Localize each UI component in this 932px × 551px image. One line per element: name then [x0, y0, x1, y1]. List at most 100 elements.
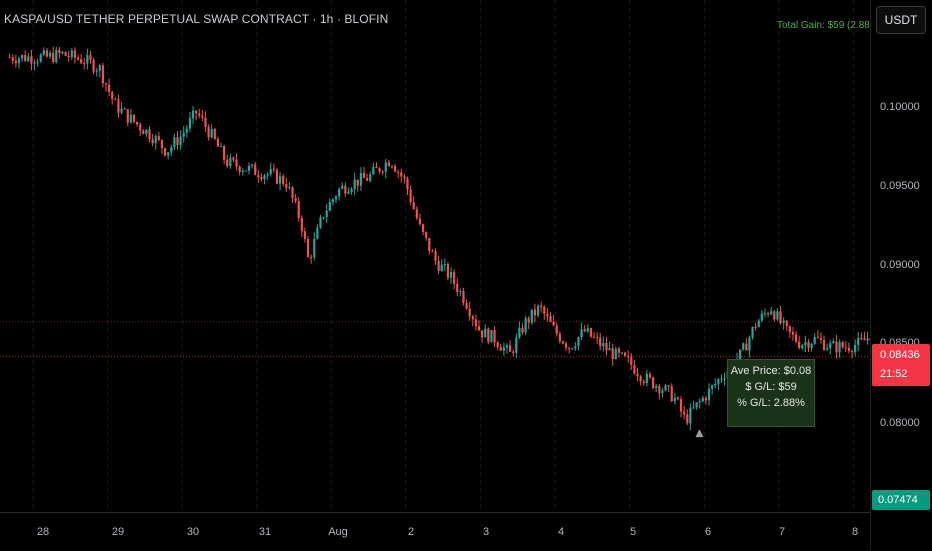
candle-body — [817, 337, 819, 338]
percent-gain-loss: % G/L: 2.88% — [728, 395, 814, 411]
candle-body — [465, 303, 467, 309]
candle-body — [521, 328, 523, 333]
candle-body — [335, 197, 337, 200]
candle-body — [646, 374, 648, 383]
time-axis[interactable] — [0, 512, 870, 551]
candle-body — [627, 356, 629, 357]
candle-body — [804, 342, 806, 345]
candle-body — [618, 349, 620, 353]
candle-body — [189, 118, 191, 128]
candle-body — [658, 386, 660, 393]
candle-body — [419, 218, 421, 224]
candle-body — [512, 352, 514, 353]
candle-body — [469, 309, 471, 317]
candle-body — [472, 316, 474, 319]
candle-body — [229, 158, 231, 167]
candle-body — [487, 329, 489, 343]
candle-body — [593, 337, 595, 338]
candle-body — [372, 167, 374, 174]
candlestick-chart[interactable] — [0, 0, 870, 512]
candle-body — [829, 343, 831, 348]
candle-body — [201, 115, 203, 117]
candle-body — [565, 343, 567, 347]
candle-body — [574, 346, 576, 348]
candle-body — [636, 374, 638, 377]
candle-body — [549, 316, 551, 322]
candle-body — [677, 397, 679, 399]
candle-body — [559, 334, 561, 342]
candle-body — [456, 284, 458, 292]
candle-body — [360, 173, 362, 186]
candle-body — [671, 386, 673, 401]
candle-body — [531, 310, 533, 323]
candle-body — [173, 137, 175, 147]
candle-body — [776, 311, 778, 319]
candle-body — [705, 398, 707, 400]
last-price-value: 0.08436 — [880, 346, 930, 365]
candle-body — [764, 313, 766, 314]
price-tick: 0.08000 — [880, 417, 920, 429]
chart-title: KASPA/USD TETHER PERPETUAL SWAP CONTRACT… — [4, 12, 388, 26]
candle-body — [366, 178, 368, 181]
bar-countdown: 21:52 — [880, 365, 930, 384]
candle-body — [211, 129, 213, 137]
candle-body — [92, 60, 94, 72]
candle-body — [341, 186, 343, 189]
candle-body — [15, 61, 17, 63]
candle-body — [745, 344, 747, 351]
candle-body — [142, 130, 144, 134]
candle-body — [400, 172, 402, 176]
candle-body — [388, 162, 390, 166]
candle-body — [596, 337, 598, 338]
candle-body — [223, 146, 225, 160]
candle-body — [450, 272, 452, 278]
candle-body — [438, 261, 440, 271]
candle-body — [711, 385, 713, 388]
candle-body — [674, 397, 676, 401]
price-tick: 0.09500 — [880, 180, 920, 192]
candle-body — [37, 62, 39, 63]
candle-body — [251, 165, 253, 166]
candle-body — [608, 348, 610, 350]
candle-body — [49, 53, 51, 57]
candle-body — [363, 173, 365, 178]
candle-body — [798, 342, 800, 348]
price-axis[interactable] — [870, 0, 932, 550]
candle-body — [497, 343, 499, 348]
candle-body — [425, 232, 427, 238]
price-tick: 0.09000 — [880, 259, 920, 271]
candle-body — [553, 322, 555, 325]
candle-body — [139, 124, 141, 130]
position-info-box: Ave Price: $0.08 $ G/L: $59 % G/L: 2.88% — [727, 359, 815, 427]
chart-area[interactable] — [0, 0, 870, 512]
candle-body — [220, 146, 222, 147]
candle-body — [270, 169, 272, 174]
candle-body — [761, 313, 763, 320]
candle-body — [267, 174, 269, 175]
candle-body — [695, 402, 697, 407]
candle-body — [180, 137, 182, 146]
candle-body — [577, 337, 579, 346]
candle-body — [599, 338, 601, 347]
candle-body — [394, 166, 396, 171]
candle-body — [226, 160, 228, 167]
time-tick: 29 — [112, 526, 124, 538]
candle-body — [378, 168, 380, 172]
candle-body — [310, 257, 312, 258]
candle-body — [500, 347, 502, 351]
candle-body — [584, 329, 586, 331]
candle-body — [96, 71, 98, 72]
candle-body — [102, 65, 104, 83]
candle-body — [838, 342, 840, 352]
candle-body — [124, 109, 126, 110]
candle-body — [668, 385, 670, 386]
candle-body — [307, 239, 309, 257]
time-tick: 7 — [779, 526, 785, 538]
dollar-gain-loss: $ G/L: $59 — [728, 379, 814, 395]
candle-body — [77, 58, 79, 60]
currency-button[interactable]: USDT — [876, 6, 926, 34]
candle-body — [630, 357, 632, 365]
candle-body — [350, 189, 352, 192]
candle-body — [40, 55, 42, 62]
candle-body — [198, 113, 200, 115]
